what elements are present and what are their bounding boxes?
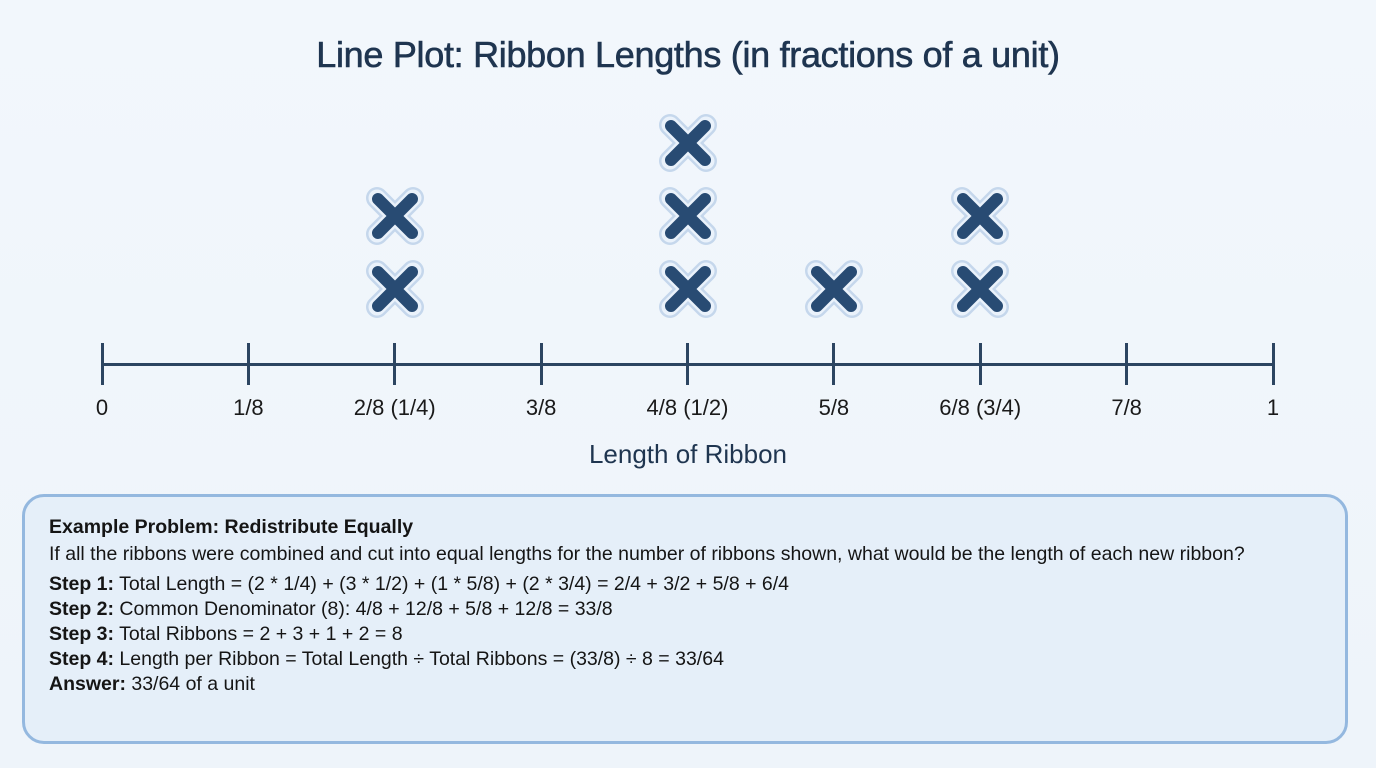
tick-label: 2/8 (1/4) (353, 395, 436, 420)
answer: Answer: 33/64 of a unit (49, 672, 1321, 697)
problem-title: Example Problem: Redistribute Equally (49, 516, 414, 538)
tick-label: 1 (1266, 395, 1280, 420)
tick-label: 5/8 (818, 395, 850, 420)
x-mark-icon (363, 257, 427, 321)
tick-label: 0 (95, 395, 109, 420)
step-4: Step 4: Length per Ribbon = Total Length… (49, 647, 1321, 672)
x-mark-icon (656, 184, 720, 248)
x-mark-icon (948, 184, 1012, 248)
line-plot: 0 1/8 2/8 (1/4) 3/8 4/8 (1/2) 5/8 6/8 (3/4) 7/8… (95, 111, 1280, 469)
tick-mark (246, 343, 250, 385)
step-3-text: Total Ribbons = 2 + 3 + 1 + 2 = 8 (114, 623, 403, 645)
tick-mark (686, 343, 689, 385)
step-2-text: Common Denominator (8): 4/8 + 12/8 + 5/8… (114, 598, 613, 620)
problem-question: If all the ribbons were combined and cut… (49, 543, 1245, 565)
tick-mark (1125, 343, 1129, 385)
tick-label: 6/8 (3/4) (939, 395, 1022, 420)
step-4-label: Step 4: (49, 648, 115, 670)
tick-mark (1271, 343, 1275, 385)
chart-title: Line Plot: Ribbon Lengths (in fractions … (316, 34, 1060, 76)
step-3: Step 3: Total Ribbons = 2 + 3 + 1 + 2 = … (49, 622, 1321, 647)
x-mark-icon (656, 111, 720, 175)
step-2: Step 2: Common Denominator (8): 4/8 + 12… (49, 597, 1321, 622)
x-mark-icon (656, 257, 720, 321)
tick-mark (978, 343, 982, 385)
tick-mark (832, 343, 836, 385)
tick-label: 7/8 (1111, 395, 1142, 420)
tick-mark (100, 343, 104, 385)
tick-mark (393, 343, 397, 385)
tick-label: 4/8 (1/2) (646, 395, 729, 420)
x-axis-label: Length of Ribbon (588, 439, 788, 469)
answer-text: 33/64 of a unit (125, 673, 255, 695)
step-3-label: Step 3: (49, 623, 115, 645)
tick-mark (539, 343, 543, 385)
answer-label: Answer: (49, 673, 126, 695)
example-problem-panel: Example Problem: Redistribute Equally If… (22, 494, 1348, 744)
step-2-label: Step 2: (49, 598, 115, 620)
x-mark-icon (948, 257, 1012, 321)
step-4-text: Length per Ribbon = Total Length ÷ Total… (114, 648, 724, 670)
x-mark-icon (802, 257, 866, 321)
step-1-text: Total Length = (2 * 1/4) + (3 * 1/2) + (… (114, 573, 790, 595)
tick-label: 1/8 (233, 395, 264, 420)
step-1: Step 1: Total Length = (2 * 1/4) + (3 * … (49, 572, 1321, 597)
step-1-label: Step 1: (49, 573, 115, 595)
tick-label: 3/8 (525, 395, 557, 420)
x-mark-icon (363, 184, 427, 248)
